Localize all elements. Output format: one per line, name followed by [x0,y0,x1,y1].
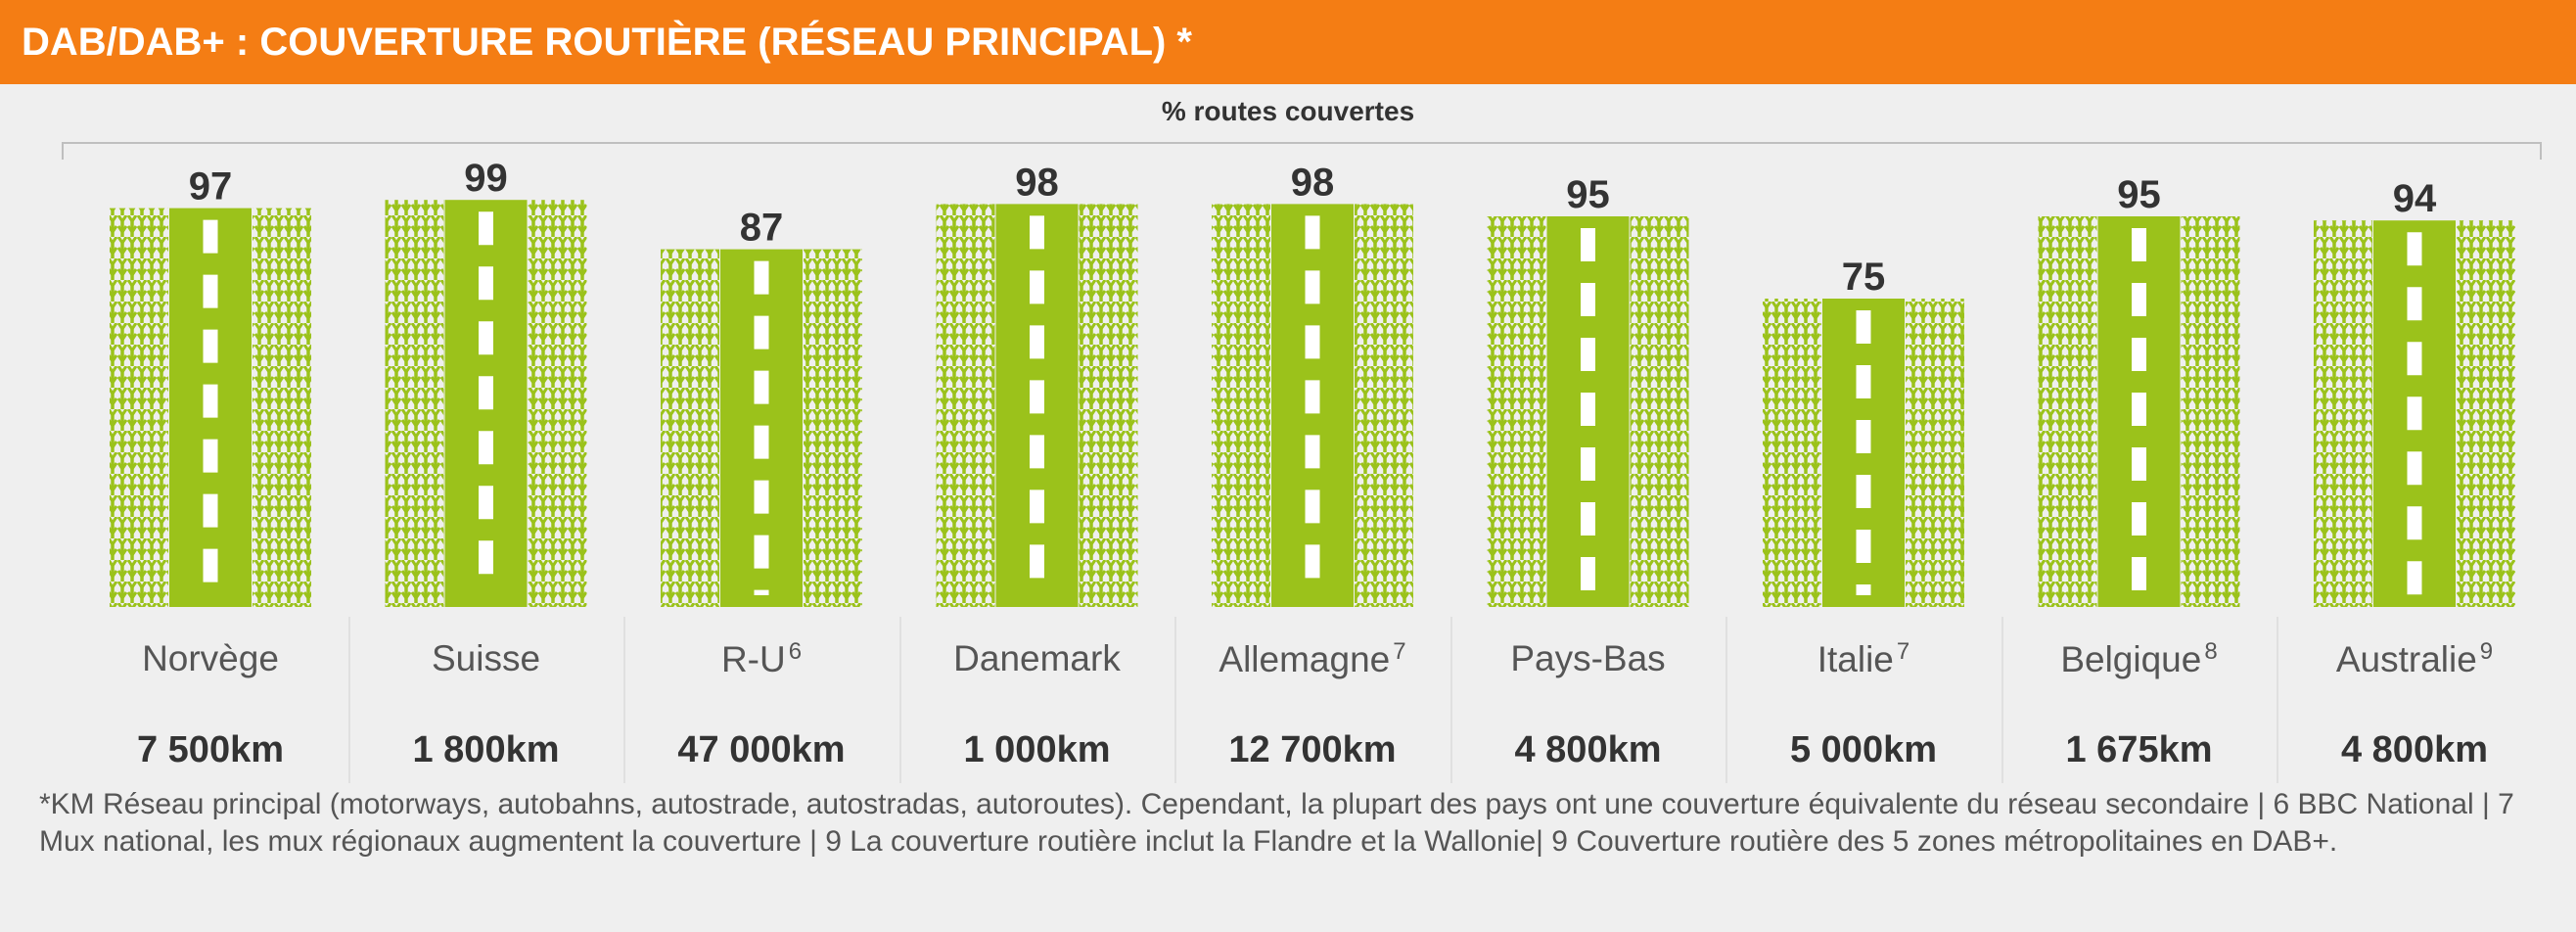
data-label: 95 [1566,173,1610,216]
data-label: 98 [1291,161,1335,204]
bar-chart: 97 99 87 98 98 95 75 95 94 [62,142,2542,607]
bar-6: 95 [1487,173,1689,607]
bar-5: 98 [1212,161,1413,607]
category-name: R-U [720,639,786,679]
category-label: Danemark [900,638,1174,679]
bar-tread-right [2181,216,2240,607]
bar-tread-right [1630,216,1689,607]
bar-tread-right [2457,220,2515,607]
category-label: Australie 9 [2277,638,2552,680]
bar-tread-right [253,208,311,607]
bar-tread-right [1355,204,1413,607]
category-name: Allemagne [1219,639,1391,679]
category-name: Australie [2335,639,2477,679]
category-name: Belgique [2060,639,2202,679]
bar-1: 97 [110,165,311,607]
column-divider [2277,617,2278,783]
category-label: Suisse [349,638,623,679]
category-name: Danemark [953,638,1121,678]
bar-tread-left [661,249,719,607]
bar-tread-left [2038,216,2097,607]
category-label: R-U 6 [624,638,898,680]
bar-9: 94 [2314,177,2515,607]
km-value: 5 000km [1789,729,1937,770]
axis-bracket [62,142,2542,160]
category-label: Belgique 8 [2002,638,2277,680]
bar-tread-right [528,200,587,607]
footnote: *KM Réseau principal (motorways, autobah… [39,788,2514,858]
km-value: 1 000km [963,729,1111,770]
bar-tread-right [1906,299,1964,607]
km-value: 1 800km [412,729,560,770]
data-label: 94 [2393,177,2437,220]
footnote-marker: 8 [2204,638,2218,665]
footnote-marker: 6 [788,638,803,665]
km-value: 12 700km [1228,729,1397,770]
bar-tread-left [1212,204,1270,607]
bar-7: 75 [1763,256,1964,607]
km-value: 7 500km [136,729,284,770]
bar-2: 99 [385,157,587,607]
bar-3: 87 [661,207,862,607]
bar-8: 95 [2038,173,2240,607]
data-label: 97 [189,165,233,209]
data-label: 75 [1842,256,1886,299]
bar-tread-left [1763,299,1821,607]
data-label: 99 [464,157,508,200]
category-label: Norvège [73,638,347,679]
category-name: Italie [1817,639,1894,679]
bar-tread-right [1079,204,1138,607]
chart-subtitle: % routes couvertes [1161,96,1415,126]
bar-tread-left [385,200,444,607]
column-divider [1174,617,1176,783]
category-name: Norvège [142,638,279,678]
column-divider [2001,617,2003,783]
data-label: 87 [740,207,784,250]
footnote-marker: 9 [2479,638,2494,665]
bar-tread-left [2314,220,2372,607]
bar-tread-left [110,208,168,607]
column-divider [1725,617,1727,783]
bar-tread-right [804,249,862,607]
column-divider [347,617,350,783]
column-divider [898,617,901,783]
category-name: Pays-Bas [1510,638,1666,678]
category-label: Italie 7 [1726,638,2001,680]
km-value: 4 800km [1514,729,1662,770]
category-label: Allemagne 7 [1175,638,1449,680]
km-value: 4 800km [2340,729,2488,770]
bar-tread-left [936,204,995,607]
km-value: 1 675km [2065,729,2213,770]
km-value: 47 000km [677,729,846,770]
bar-4: 98 [936,161,1138,607]
category-label: Pays-Bas [1451,638,1725,679]
data-label: 95 [2117,173,2161,216]
footnote-marker: 7 [1896,638,1910,665]
data-label: 98 [1015,161,1059,204]
page-title: DAB/DAB+ : COUVERTURE ROUTIÈRE (RÉSEAU P… [0,0,2576,84]
column-divider [623,617,625,783]
column-divider [1449,617,1452,783]
bar-tread-left [1487,216,1546,607]
category-name: Suisse [431,638,541,678]
footnote-marker: 7 [1393,638,1406,665]
